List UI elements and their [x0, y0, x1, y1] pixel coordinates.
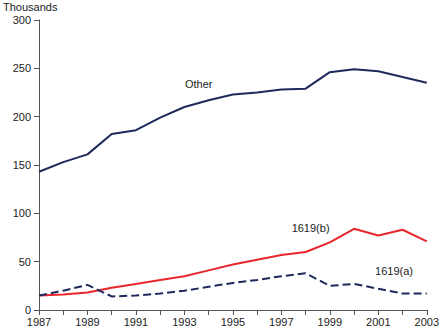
svg-text:50: 50 — [19, 256, 31, 268]
svg-text:1619(b): 1619(b) — [292, 222, 330, 234]
svg-text:1991: 1991 — [124, 316, 148, 328]
svg-text:150: 150 — [13, 159, 31, 171]
svg-text:1989: 1989 — [75, 316, 99, 328]
svg-text:1997: 1997 — [269, 316, 293, 328]
svg-text:300: 300 — [13, 14, 31, 26]
svg-text:Thousands: Thousands — [3, 1, 58, 13]
svg-text:2001: 2001 — [366, 316, 390, 328]
svg-text:1987: 1987 — [27, 316, 51, 328]
svg-text:1993: 1993 — [172, 316, 196, 328]
svg-text:2003: 2003 — [415, 316, 439, 328]
svg-text:100: 100 — [13, 207, 31, 219]
svg-text:0: 0 — [25, 304, 31, 316]
svg-text:1995: 1995 — [221, 316, 245, 328]
svg-text:250: 250 — [13, 62, 31, 74]
svg-text:200: 200 — [13, 111, 31, 123]
svg-text:Other: Other — [185, 78, 213, 90]
svg-text:1619(a): 1619(a) — [375, 265, 413, 277]
svg-text:1999: 1999 — [318, 316, 342, 328]
